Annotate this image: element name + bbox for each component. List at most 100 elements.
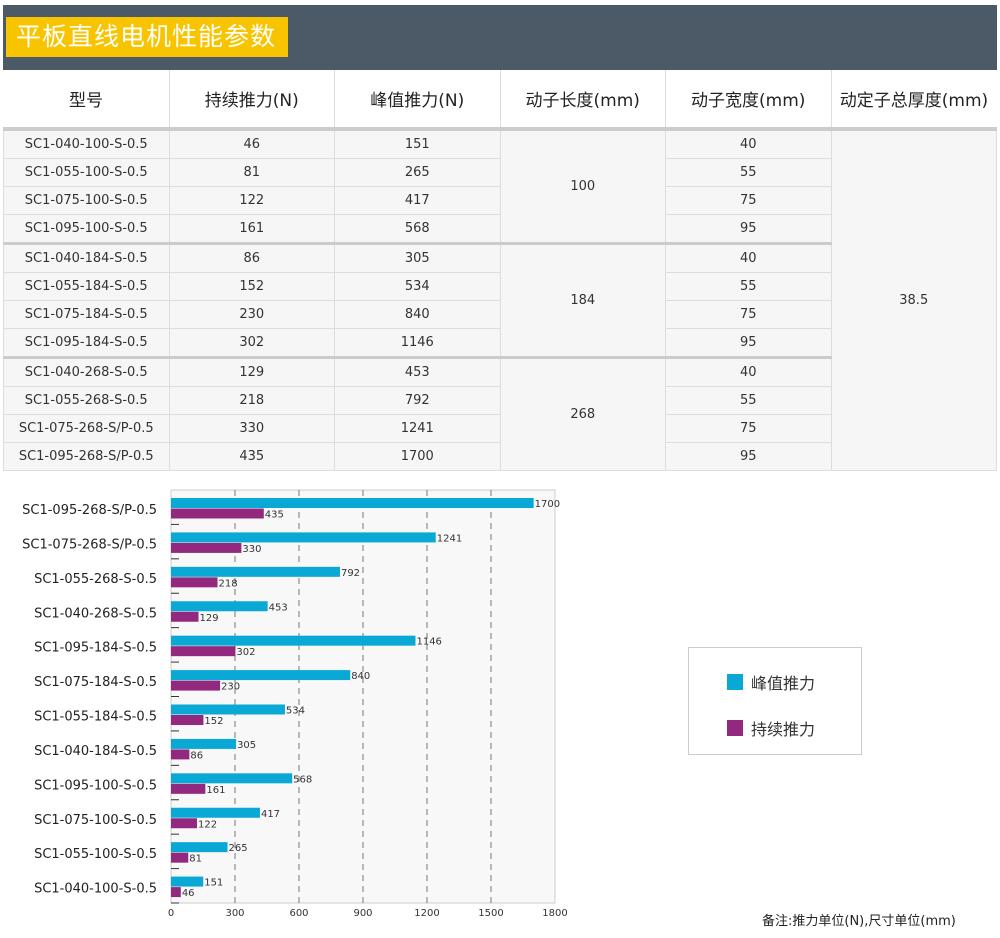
bar-continuous [171,577,218,588]
table-cell: 40 [665,356,832,387]
table-cell: SC1-040-100-S-0.5 [3,128,170,159]
y-category-label: SC1-095-100-S-0.5 [34,778,157,793]
legend-label: 峰值推力 [751,674,816,693]
x-tick-label: 0 [168,908,174,919]
table-cell: 55 [665,386,832,415]
table-cell: 40 [665,128,832,159]
table-cell: 305 [334,242,501,273]
y-category-label: SC1-055-184-S-0.5 [34,710,157,725]
column-header: 型号 [3,70,169,131]
table-cell: 95 [665,214,832,244]
table-cell: 840 [334,300,501,329]
y-category-label: SC1-040-100-S-0.5 [34,882,157,897]
data-label: 330 [242,544,261,555]
data-label: 129 [200,613,219,624]
table-cell: 95 [665,442,832,471]
data-label: 1700 [535,499,560,510]
data-label: 46 [182,888,195,899]
legend-item-continuous: 持续推力 [727,716,815,740]
bar-peak [171,876,204,887]
table-cell: 1700 [334,442,501,471]
data-label: 792 [341,568,360,579]
table-cell: 265 [334,158,501,187]
table-row: SC1-055-268-S-0.5 218 792 55 [3,386,997,415]
bar-peak [171,738,237,749]
data-label: 840 [351,671,370,682]
table-cell: 38.5 [830,128,997,471]
table-cell: 218 [168,386,335,415]
table-cell: 330 [168,414,335,443]
x-tick-label: 600 [289,908,308,919]
x-tick-label: 900 [353,908,372,919]
bar-continuous [171,818,198,829]
bar-continuous [171,611,199,622]
legend-swatch [727,720,743,736]
table-cell: 95 [665,328,832,358]
table-row: SC1-075-184-S-0.5 230 840 75 [3,300,997,329]
bar-continuous [171,852,189,863]
table-cell: 417 [334,186,501,215]
bar-continuous [171,749,190,760]
data-label: 1241 [437,533,462,544]
data-label: 230 [221,682,240,693]
column-header: 峰值推力(N) [334,70,500,131]
column-header: 动子长度(mm) [499,70,666,131]
legend-item-peak: 峰值推力 [727,670,815,694]
bar-peak [171,773,293,784]
table-cell: 151 [334,128,501,159]
bar-peak [171,566,340,577]
table-cell: SC1-040-268-S-0.5 [3,356,170,387]
column-header: 动子宽度(mm) [665,70,831,131]
table-row: SC1-095-268-S/P-0.5 435 1700 95 [3,442,997,471]
table-cell: SC1-095-268-S/P-0.5 [3,442,170,471]
y-category-label: SC1-040-268-S-0.5 [34,606,157,621]
data-label: 218 [219,578,238,589]
table-cell: 268 [499,356,666,471]
bar-peak [171,670,351,681]
data-label: 302 [236,647,255,658]
bar-peak [171,704,285,715]
bar-continuous [171,783,206,794]
table-cell: 46 [168,128,335,159]
x-tick-label: 1200 [414,908,439,919]
data-label: 534 [286,706,305,717]
data-label: 152 [204,716,223,727]
legend-swatch [727,674,743,690]
data-label: 265 [229,843,248,854]
x-tick-label: 300 [225,908,244,919]
table-cell: 302 [168,328,335,358]
table-cell: SC1-055-184-S-0.5 [3,272,170,301]
data-label: 305 [237,740,256,751]
y-category-label: SC1-075-100-S-0.5 [34,813,157,828]
y-category-label: SC1-095-184-S-0.5 [34,641,157,656]
data-label: 161 [206,785,225,796]
y-category-label: SC1-055-100-S-0.5 [34,847,157,862]
table-row: SC1-075-268-S/P-0.5 330 1241 75 [3,414,997,443]
bar-peak [171,498,534,508]
y-category-label: SC1-075-184-S-0.5 [34,675,157,690]
table-cell: 75 [665,186,832,215]
data-label: 453 [269,602,288,613]
bar-peak [171,635,416,646]
table-cell: 75 [665,300,832,329]
page-title: 平板直线电机性能参数 [6,17,289,57]
data-label: 122 [198,819,217,830]
footnote: 备注:推力单位(N),尺寸单位(mm) [762,914,956,929]
data-label: 417 [261,809,280,820]
table-cell: SC1-075-268-S/P-0.5 [3,414,170,443]
bar-continuous [171,680,221,691]
data-label: 151 [204,878,223,889]
table-cell: SC1-095-184-S-0.5 [3,328,170,358]
data-label: 86 [190,750,203,761]
spec-table: 型号 持续推力(N) 峰值推力(N) 动子长度(mm) 动子宽度(mm) 动定子总厚度(m… [3,70,997,471]
bar-peak [171,807,260,818]
y-category-label: SC1-055-268-S-0.5 [34,572,157,587]
title-bar: 平板直线电机性能参数 [3,5,997,70]
data-label: 81 [189,854,202,865]
bar-continuous [171,887,181,898]
data-label: 435 [265,510,284,521]
legend-label: 持续推力 [751,720,816,739]
table-cell: 81 [168,158,335,187]
table-cell: 568 [334,214,501,244]
table-cell: SC1-055-100-S-0.5 [3,158,170,187]
